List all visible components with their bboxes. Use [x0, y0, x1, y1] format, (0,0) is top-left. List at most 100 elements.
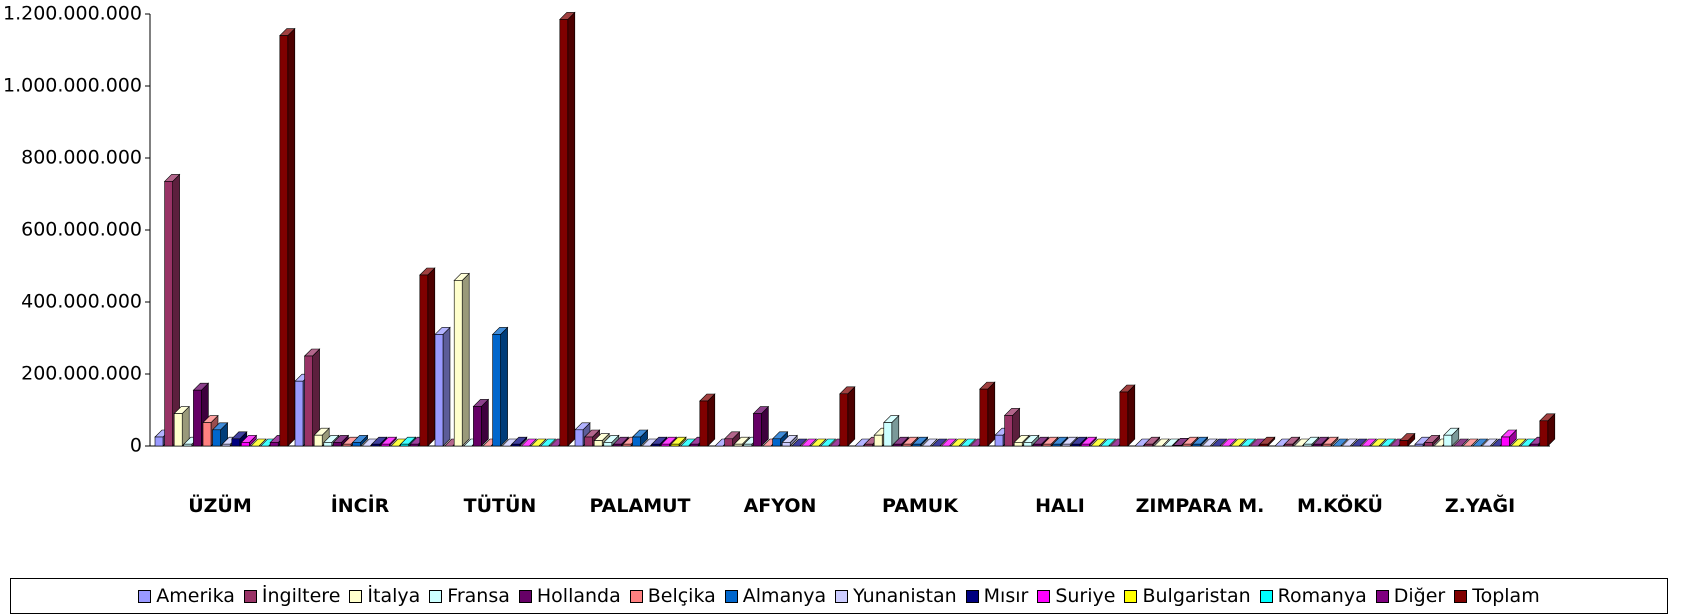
bar-front [333, 442, 342, 447]
bar-front [1303, 443, 1313, 447]
bar-front [1173, 444, 1182, 447]
bar-front [231, 438, 241, 447]
bar [979, 381, 996, 447]
bar [902, 436, 919, 447]
bar-front [661, 443, 670, 447]
legend-item: İtalya [349, 585, 420, 607]
bar-front [1399, 440, 1409, 447]
x-tick-label: ZIMPARA M. [1135, 495, 1265, 517]
bar [1153, 438, 1170, 447]
bar-top [1510, 438, 1527, 447]
legend: Amerika İngiltere İtalya Fransa Hollanda Belç… [10, 578, 1668, 614]
bar-side [481, 398, 489, 447]
y-tick-label: 0 [130, 435, 142, 457]
bar-side [567, 11, 576, 447]
legend-swatch [243, 589, 257, 603]
legend-label: Toplam [1472, 585, 1540, 607]
bar-top [1099, 438, 1117, 447]
bar [539, 438, 557, 447]
bar-top [1360, 438, 1378, 447]
bar-top [1230, 438, 1247, 447]
bar [1360, 438, 1378, 447]
bar [1191, 436, 1209, 447]
bar-front [173, 413, 183, 447]
legend-item: Mısır [965, 585, 1028, 607]
bar [163, 173, 181, 447]
bar-front [1539, 420, 1549, 447]
bar-top [1211, 438, 1228, 447]
bar-front [221, 443, 231, 447]
bar-front [419, 274, 429, 447]
bar-front [371, 443, 381, 447]
bar [781, 434, 798, 447]
legend-item: Almanya [724, 585, 827, 607]
legend-label: İngiltere [261, 585, 341, 607]
bar-side [707, 393, 716, 447]
legend-label: Hollanda [536, 585, 621, 607]
bar [419, 267, 436, 447]
legend-item: Amerika [138, 585, 235, 607]
bar-front [1033, 443, 1042, 447]
bar [472, 398, 490, 447]
bar [931, 438, 948, 447]
bar [959, 438, 977, 447]
legend-label: Romanya [1277, 585, 1367, 607]
bar-front [1004, 415, 1013, 447]
bar-front [183, 443, 193, 447]
legend-swatch [1375, 589, 1389, 603]
legend-item: Yunanistan [835, 585, 957, 607]
legend-label: Almanya [742, 585, 827, 607]
bar-front [313, 434, 323, 447]
bar [1510, 438, 1527, 447]
bar [1080, 436, 1098, 447]
bar-front [279, 35, 289, 447]
bar-front [154, 436, 164, 447]
bar-front [994, 434, 1004, 447]
bar-front [1529, 443, 1539, 447]
bar [800, 438, 818, 447]
bar-front [979, 388, 989, 447]
bar-front [342, 443, 352, 447]
bar [883, 414, 900, 447]
bar-front [1192, 443, 1201, 447]
bar-front [1071, 443, 1081, 447]
bar [810, 438, 827, 447]
bar-side [847, 386, 856, 447]
bar [1481, 438, 1498, 447]
bar-front [912, 443, 921, 447]
bar-front [593, 440, 603, 447]
bar-front [603, 442, 613, 447]
bar-front [613, 443, 622, 447]
bar-top [940, 438, 958, 447]
legend-label: Belçika [647, 585, 716, 607]
bar-front [724, 438, 733, 447]
bar [1230, 438, 1247, 447]
bar-side [442, 326, 451, 447]
bar [791, 438, 808, 447]
bar-front [1013, 442, 1023, 447]
legend-item: Hollanda [518, 585, 621, 607]
bar-top [250, 438, 267, 447]
bar-front [559, 19, 569, 447]
x-tick-label: M.KÖKÜ [1297, 495, 1383, 517]
bar-front [1259, 443, 1269, 447]
bar-front [873, 434, 883, 447]
bar-front [622, 443, 632, 447]
bar [723, 431, 741, 447]
legend-item: Diğer [1375, 585, 1446, 607]
bar-front [164, 181, 173, 447]
bar-front [1023, 442, 1033, 447]
bar-front [212, 429, 221, 447]
bar-side [461, 272, 470, 447]
bar-front [1424, 442, 1433, 447]
bar-front [772, 438, 781, 447]
bar-front [1501, 436, 1510, 447]
bar-top [1331, 438, 1349, 447]
legend-label: Bulgaristan [1142, 585, 1251, 607]
legend-label: Diğer [1393, 585, 1446, 607]
bar-front [902, 443, 912, 447]
legend-item: Bulgaristan [1124, 585, 1251, 607]
bar-side [1127, 384, 1136, 447]
legend-item: Toplam [1454, 585, 1540, 607]
bar [771, 431, 789, 447]
